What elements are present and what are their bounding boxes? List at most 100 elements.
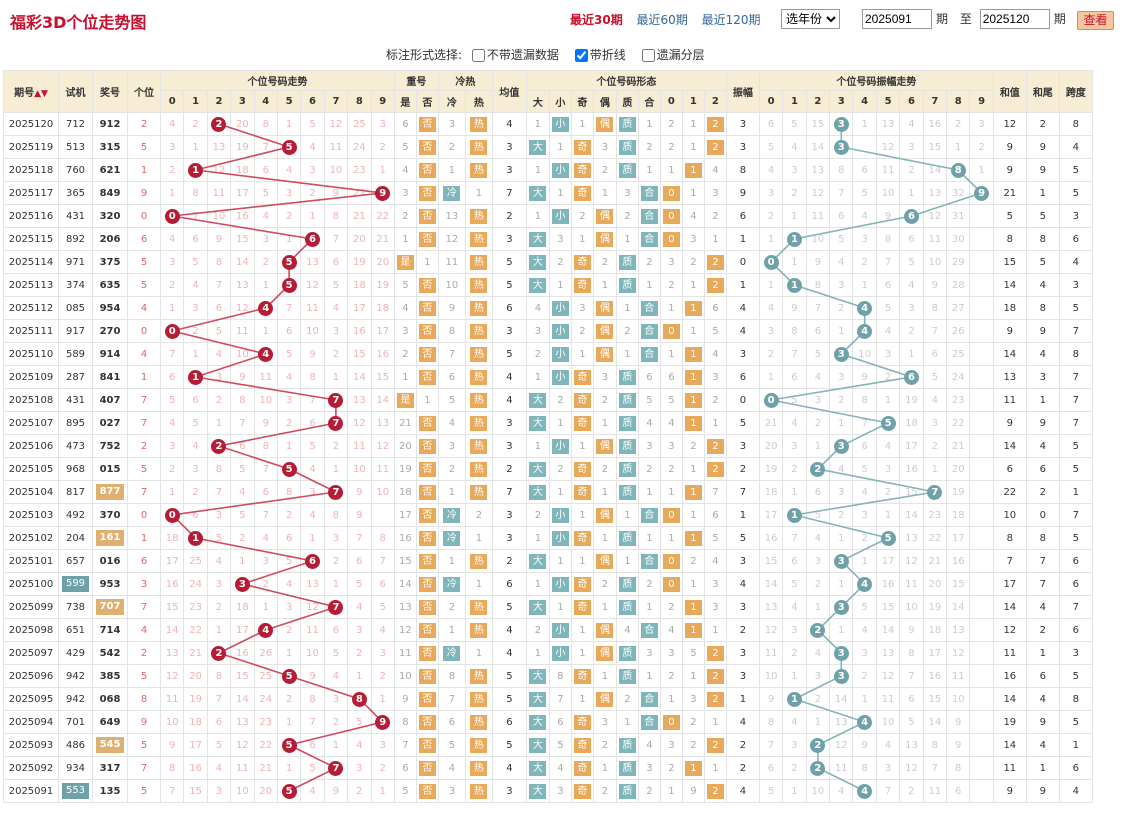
winning-number-cell: 270 [92,319,128,343]
mod-miss: 4 [681,204,705,228]
trend-digit-cell: 3 [159,434,185,458]
prime-miss: 4 [615,618,639,642]
trend-digit-cell: 7 [253,457,278,481]
amplitude-ball: 3 [833,645,849,661]
zf-trend-cell: 13 [899,526,924,550]
composite-cell: 合 [637,710,661,734]
trend-digit-cell: 6 [300,411,325,435]
repeat-no-cell: 否 [415,342,439,366]
zf-trend-cell: 11 [758,641,784,665]
sum-cell: 18 [992,296,1027,320]
prime-cell: 质 [615,388,639,412]
small-cell: 小 [548,503,572,527]
odd-tag: 奇 [573,277,591,293]
mod-cell: 1 [681,365,705,389]
repeat-yes-tag: 是 [396,392,414,408]
repeat-no-cell: 否 [415,618,439,642]
mod-cell: 2 [703,434,727,458]
zf-trend-cell [969,365,994,389]
mod-miss: 2 [681,434,705,458]
col-qi-header[interactable]: 期号▲▼ [3,70,59,113]
period-cell: 2025111 [3,319,59,343]
trend-digit-cell: 3 [300,480,325,504]
units-digit-cell: 2 [127,641,161,665]
sort-arrows-icon[interactable]: ▲▼ [34,89,48,99]
zf-trend-cell: 7 [899,664,924,688]
trend-digit-cell: 10 [370,480,395,504]
option-layered[interactable]: 遗漏分层 [636,48,705,62]
zf-trend-cell: 14 [922,158,948,182]
mod-cell: 2 [703,135,727,159]
zf-trend-cell: 2 [758,204,784,228]
zf-digit-header: 9 [969,90,994,113]
sum-cell: 14 [992,273,1027,297]
trend-digit-cell: 10 [230,342,255,366]
link-recent-30[interactable]: 最近30期 [570,13,623,27]
small-miss: 1 [548,595,572,619]
mod-miss: 2 [681,250,705,274]
cold-miss: 3 [437,434,466,458]
units-ball: 6 [305,553,321,569]
mod-cell: 1 [681,342,705,366]
link-recent-60[interactable]: 最近60期 [636,13,688,27]
period-cell: 2025096 [3,664,59,688]
link-recent-120[interactable]: 最近120期 [701,13,761,27]
col-form-header: 个位号码形态 [525,70,727,91]
cold-miss: 2 [437,595,466,619]
trend-digit-cell: 7 [253,503,278,527]
option-no-missing[interactable]: 不带遗漏数据 [466,48,559,62]
from-period-input[interactable] [862,9,932,29]
trend-digit-cell: 21 [370,227,395,251]
trend-digit-cell: 17 [159,549,185,573]
trend-digit-cell: 8 [230,388,255,412]
prime-cell: 质 [615,457,639,481]
repeat-no-cell: 否 [415,434,439,458]
big-tag: 大 [529,254,547,270]
mod-cell: 2 [703,273,727,297]
repeat-no-cell: 否 [415,641,439,665]
trend-digit-cell: 1 [276,756,302,780]
zf-trend-cell: 7 [852,411,877,435]
average-cell: 4 [491,641,527,665]
trend-digit-cell: 7 [206,480,232,504]
trend-digit-cell: 4 [183,434,208,458]
zf-digit-header: 8 [946,90,971,113]
option-polyline[interactable]: 带折线 [569,48,626,62]
odd-tag: 奇 [573,783,591,799]
trend-digit-cell: 6 [300,549,325,573]
no-missing-checkbox[interactable] [471,49,485,62]
zf-trend-cell [969,434,994,458]
test-number-cell: 287 [58,365,93,389]
repeat-no-tag: 否 [418,438,436,454]
average-cell: 5 [491,664,527,688]
units-ball: 2 [211,116,227,132]
average-cell: 5 [491,250,527,274]
zf-trend-cell: 5 [852,181,877,205]
trend-digit-cell: 12 [323,112,349,136]
winning-number-cell: 375 [92,250,128,274]
zf-trend-cell: 1 [829,572,854,596]
col-trend-header: 个位号码走势 [160,70,395,91]
query-button[interactable]: 查看 [1077,11,1114,30]
zf-trend-cell [969,526,994,550]
even-cell: 偶 [592,618,617,642]
big-tag: 大 [529,783,547,799]
trend-digit-cell: 3 [230,572,255,596]
trend-digit-cell: 20 [253,779,278,803]
zf-trend-cell [852,135,877,159]
odd-tag: 奇 [573,185,591,201]
polyline-checkbox[interactable] [574,49,588,62]
layered-checkbox[interactable] [641,49,655,62]
year-select[interactable]: 选年份 [781,9,840,29]
sum-cell: 12 [992,112,1027,136]
trend-digit-cell: 1 [183,135,208,159]
zf-trend-cell: 2 [829,388,854,412]
zf-trend-cell: 2 [875,480,901,504]
hot-cell: 热 [464,756,493,780]
winning-number-cell: 707 [92,595,128,619]
mod-miss: 1 [681,572,705,596]
prime-tag: 质 [618,530,636,546]
to-period-input[interactable] [979,9,1050,29]
mod-tag: 0 [662,208,680,224]
small-tag: 小 [551,369,569,385]
